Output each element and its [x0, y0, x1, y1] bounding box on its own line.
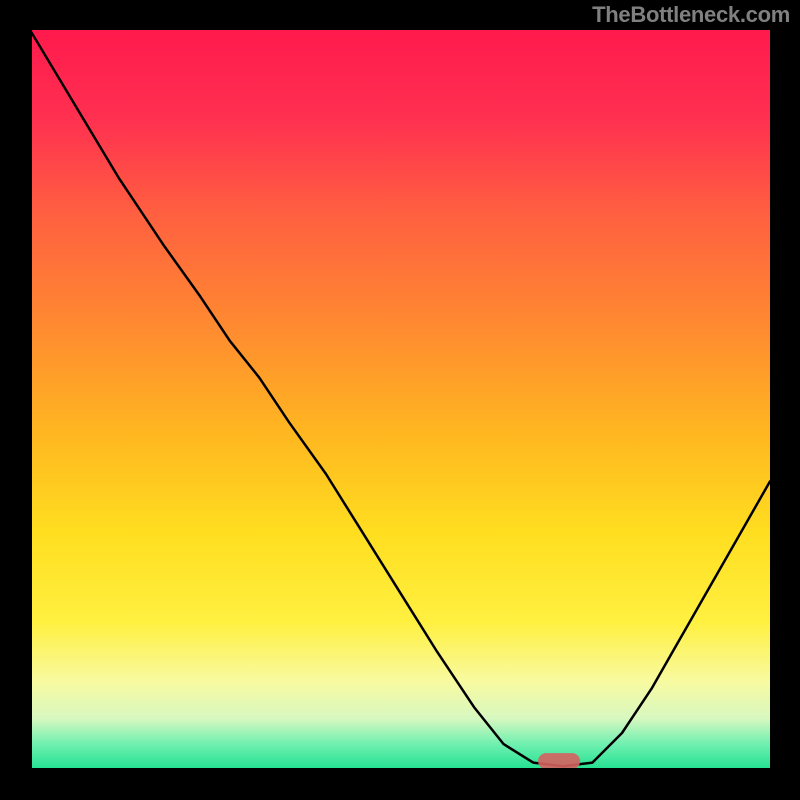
plot-background — [30, 30, 770, 770]
watermark-text: TheBottleneck.com — [592, 2, 790, 28]
optimal-marker — [538, 753, 580, 769]
chart-root: TheBottleneck.com — [0, 0, 800, 800]
chart-svg — [0, 0, 800, 800]
